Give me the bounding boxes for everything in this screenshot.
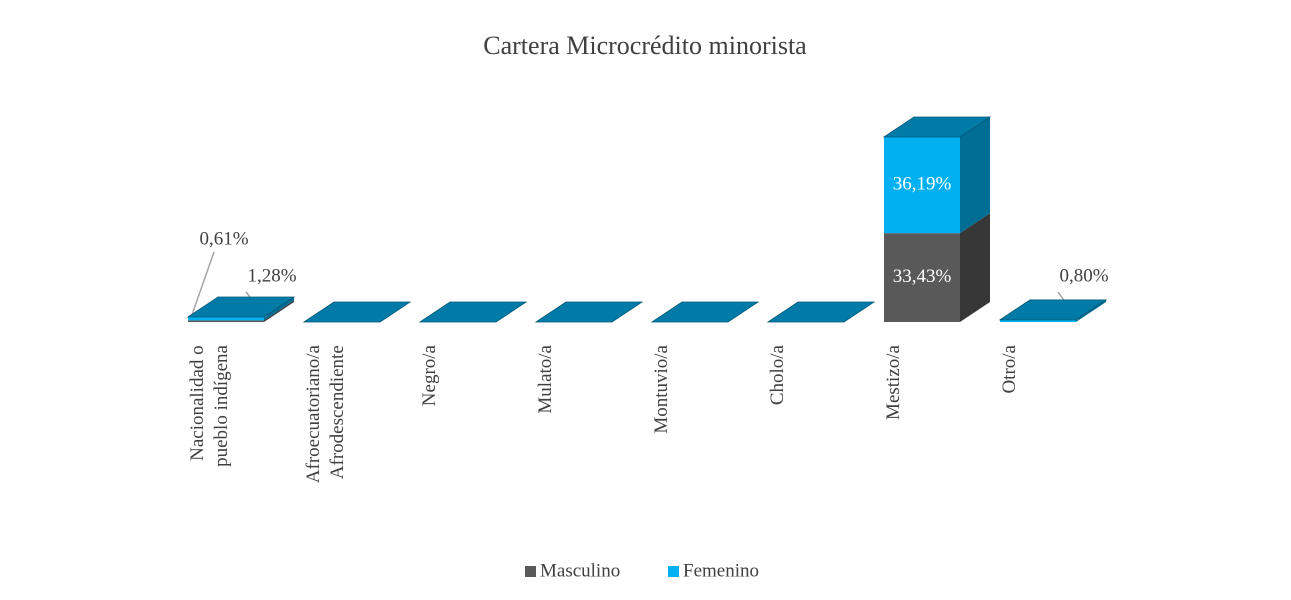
bar-side xyxy=(960,117,990,234)
x-tick-label: Mestizo/a xyxy=(883,345,904,420)
x-tick-label: Negro/a xyxy=(419,345,440,407)
bar-top xyxy=(998,299,1108,321)
x-tick-label: Nacionalidad o pueblo indígena xyxy=(187,345,232,467)
bar-front xyxy=(188,320,264,322)
data-label: 36,19% xyxy=(893,173,952,194)
bar-top xyxy=(186,296,296,318)
bar-segment xyxy=(1000,299,1106,322)
bar-front xyxy=(884,137,960,234)
bar-front xyxy=(1000,319,1076,322)
legend-swatch xyxy=(668,566,679,577)
bar-top xyxy=(302,301,412,323)
bar-side xyxy=(1076,299,1106,322)
bar-side xyxy=(264,296,294,321)
x-tick-label: Otro/a xyxy=(999,345,1020,394)
bar-segment xyxy=(884,117,990,234)
bar-top xyxy=(534,301,644,323)
bar-segment xyxy=(188,300,294,322)
bar-front xyxy=(884,233,960,322)
legend-label: Femenino xyxy=(683,560,759,581)
x-tick-label: Montuvio/a xyxy=(651,345,672,434)
data-label: 33,43% xyxy=(893,266,952,287)
chart-title: Cartera Microcrédito minorista xyxy=(483,31,807,60)
legend-label: Masculino xyxy=(540,560,620,581)
bar-segment xyxy=(1000,302,1106,323)
data-label: 1,28% xyxy=(247,265,296,286)
data-label: 0,80% xyxy=(1059,265,1108,286)
data-label: 0,61% xyxy=(199,228,248,249)
bar-top xyxy=(650,301,760,323)
x-tick-label: Cholo/a xyxy=(767,345,788,406)
bar-side xyxy=(264,300,294,322)
legend-swatch xyxy=(525,566,536,577)
bar-top xyxy=(766,301,876,323)
x-tick-label: Mulato/a xyxy=(535,345,556,414)
bar-segment xyxy=(188,296,294,321)
bar-segment xyxy=(884,213,990,322)
bar-side xyxy=(960,213,990,322)
bar-top xyxy=(882,116,992,138)
bar-front xyxy=(188,316,264,321)
bar-top xyxy=(418,301,528,323)
leader-line xyxy=(189,251,215,321)
x-tick-label: Afroecuatoriano/a Afrodescendiente xyxy=(303,345,348,484)
